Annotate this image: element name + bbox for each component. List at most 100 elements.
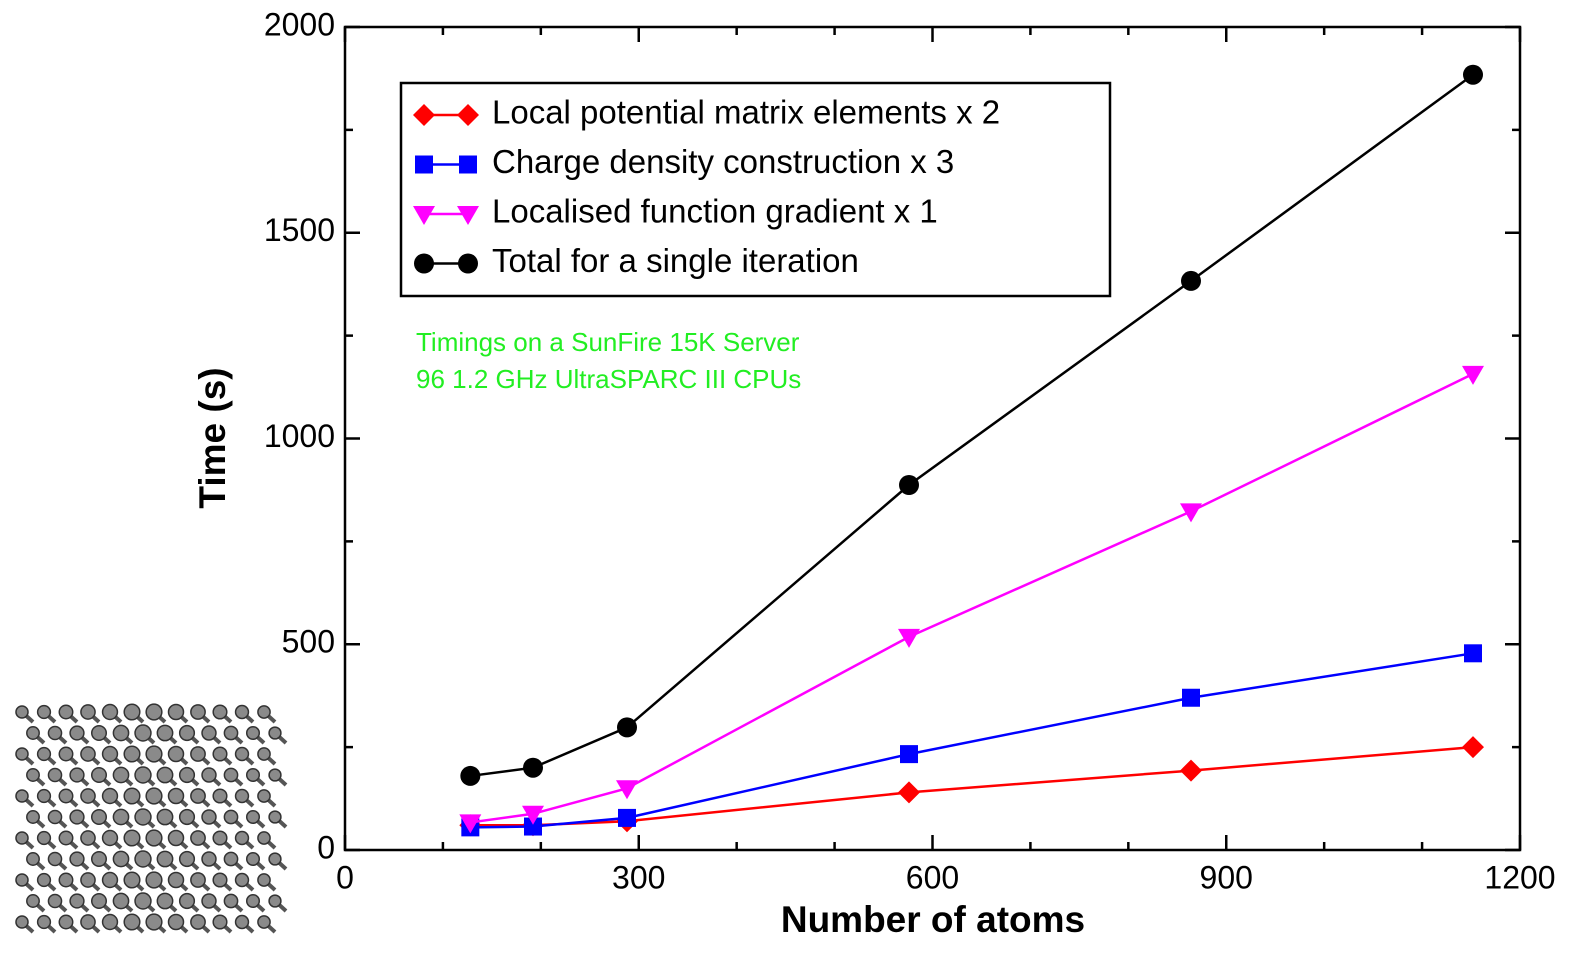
atom <box>47 767 63 783</box>
atom <box>134 808 152 826</box>
atom <box>47 851 63 867</box>
marker <box>617 717 637 738</box>
atom <box>212 914 228 930</box>
atom <box>257 747 271 761</box>
atom <box>167 703 185 721</box>
atom <box>101 703 119 721</box>
atom <box>268 852 282 866</box>
atom <box>123 703 141 721</box>
legend-label: Total for a single iteration <box>492 242 859 279</box>
atom <box>201 851 217 867</box>
atom <box>80 830 96 846</box>
atom <box>245 767 261 783</box>
atom <box>80 788 96 804</box>
atom <box>15 747 29 761</box>
atom <box>101 871 119 889</box>
atom <box>112 808 130 826</box>
atom <box>167 913 185 931</box>
atom <box>112 850 130 868</box>
atom <box>212 872 228 888</box>
marker <box>523 757 543 778</box>
atom <box>156 724 174 742</box>
atom <box>167 745 185 763</box>
atom <box>145 871 163 889</box>
atom <box>234 914 250 930</box>
x-axis-title: Number of atoms <box>781 899 1085 940</box>
atom <box>101 829 119 847</box>
marker <box>1181 270 1201 291</box>
atom <box>268 810 282 824</box>
atom <box>69 725 85 741</box>
atom <box>201 893 217 909</box>
atom <box>90 892 108 910</box>
atom <box>134 892 152 910</box>
atom <box>257 831 271 845</box>
marker <box>898 781 920 804</box>
atom <box>90 850 108 868</box>
atom <box>36 746 52 762</box>
atom <box>123 829 141 847</box>
atom <box>36 914 52 930</box>
atom <box>257 705 271 719</box>
x-tick-label: 300 <box>612 859 665 895</box>
atom <box>112 724 130 742</box>
atom <box>156 892 174 910</box>
atom <box>123 913 141 931</box>
atom <box>234 872 250 888</box>
marker <box>1463 64 1483 85</box>
marker <box>460 765 481 786</box>
atom <box>47 809 63 825</box>
atom <box>223 725 239 741</box>
atom <box>223 893 239 909</box>
atom <box>234 830 250 846</box>
y-tick-label: 2000 <box>264 6 335 42</box>
atom <box>145 829 163 847</box>
atom <box>234 704 250 720</box>
legend-label: Localised function gradient x 1 <box>492 193 938 230</box>
legend-marker <box>458 253 478 274</box>
x-tick-label: 1200 <box>1484 859 1555 895</box>
atom <box>167 829 185 847</box>
marker <box>1180 759 1202 782</box>
series-line <box>470 372 1474 824</box>
atom <box>58 872 74 888</box>
atom <box>80 704 96 720</box>
atom <box>134 766 152 784</box>
legend-label: Charge density construction x 3 <box>492 143 954 180</box>
legend-box <box>399 81 1112 298</box>
atom <box>90 724 108 742</box>
atom <box>190 746 206 762</box>
atom <box>36 788 52 804</box>
series-line <box>470 652 1474 829</box>
atom <box>245 809 261 825</box>
marker <box>618 808 636 827</box>
atom <box>212 746 228 762</box>
atom <box>190 914 206 930</box>
atom <box>145 745 163 763</box>
atom <box>223 809 239 825</box>
atom <box>80 914 96 930</box>
atom <box>58 704 74 720</box>
atom <box>167 787 185 805</box>
legend-marker <box>459 155 477 174</box>
atom <box>123 745 141 763</box>
atom <box>212 830 228 846</box>
atom <box>123 787 141 805</box>
y-tick-label: 1500 <box>264 212 335 248</box>
atom <box>15 789 29 803</box>
atom <box>26 894 40 908</box>
marker <box>459 814 482 834</box>
atom <box>26 810 40 824</box>
atom <box>223 767 239 783</box>
atom <box>178 808 196 826</box>
atom <box>26 768 40 782</box>
atom <box>112 766 130 784</box>
atom <box>58 914 74 930</box>
x-tick-label: 0 <box>336 859 354 895</box>
atom <box>123 871 141 889</box>
atom <box>178 850 196 868</box>
atom <box>134 850 152 868</box>
marker <box>900 745 918 764</box>
atom <box>145 703 163 721</box>
